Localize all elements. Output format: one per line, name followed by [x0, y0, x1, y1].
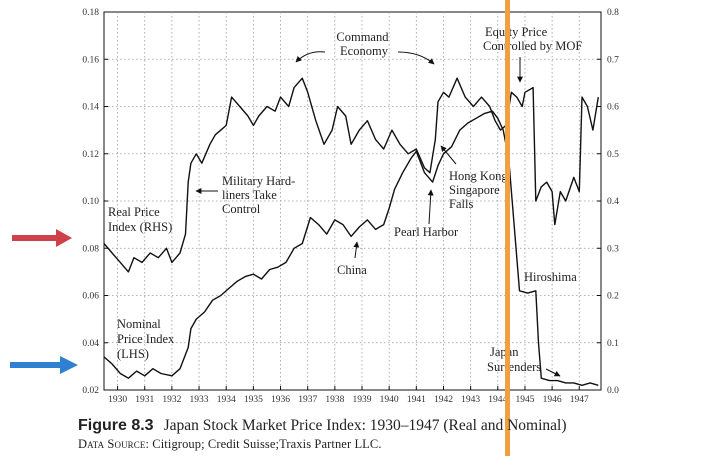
- arrow-japan-surrenders: [545, 368, 561, 377]
- y-right-tick-label: 0.2: [607, 292, 619, 302]
- x-tick-label: 1940: [380, 395, 399, 405]
- y-left-tick-label: 0.16: [82, 55, 99, 65]
- annotation-nominal-price-index: Nominal Price Index (LHS): [117, 317, 177, 361]
- y-right-tick-label: 0.5: [607, 150, 619, 160]
- figure-label: Figure 8.3: [78, 417, 154, 434]
- x-tick-label: 1947: [570, 395, 589, 405]
- x-tick-label: 1936: [271, 395, 290, 405]
- annotation-japan-surrenders: Japan Surrenders: [487, 345, 541, 374]
- y-axis-right: 0.0 0.1 0.2 0.3 0.4 0.5 0.6 0.7 0.8: [597, 8, 619, 396]
- x-tick-label: 1934: [217, 395, 236, 405]
- annotation-command-economy: Command Economy: [336, 30, 391, 58]
- arrow-china: [353, 241, 360, 259]
- arrow-hong-kong: [440, 145, 457, 165]
- y-left-tick-label: 0.08: [82, 244, 99, 254]
- x-tick-label: 1945: [515, 395, 534, 405]
- y-left-tick-label: 0.18: [82, 8, 99, 18]
- x-tick-label: 1933: [190, 395, 209, 405]
- source-text: Citigroup; Credit Suisse;Traxis Partner …: [152, 437, 382, 451]
- annotation-arrows: [195, 51, 561, 377]
- arrow-command-economy-left: [295, 51, 326, 63]
- y-left-tick-label: 0.12: [82, 150, 99, 160]
- series-line-nominal-price-index: [103, 110, 599, 386]
- y-left-tick-label: 0.14: [82, 103, 99, 113]
- y-right-tick-label: 0.0: [607, 386, 619, 396]
- annotation-equity-price-mof: Equity Price Controlled by MOF: [483, 25, 582, 53]
- y-right-tick-label: 0.7: [607, 55, 619, 65]
- x-tick-label: 1941: [407, 395, 426, 405]
- y-left-tick-label: 0.10: [82, 197, 99, 207]
- y-left-tick-label: 0.04: [82, 339, 99, 349]
- annotation-military-hardliners: Military Hard- liners Take Control: [222, 174, 298, 216]
- y-right-tick-label: 0.3: [607, 244, 619, 254]
- x-tick-label: 1930: [108, 395, 127, 405]
- annotation-hiroshima: Hiroshima: [524, 270, 577, 284]
- series-line-real-price-index: [103, 77, 599, 273]
- y-right-tick-label: 0.6: [607, 103, 619, 113]
- y-axis-left: 0.02 0.04 0.06 0.08 0.10 0.12 0.14 0.16 0.18: [82, 8, 108, 396]
- orange-vertical-line: [505, 0, 510, 456]
- figure-caption: Figure 8.3 Japan Stock Market Price Index…: [78, 417, 718, 435]
- x-tick-label: 1932: [162, 395, 181, 405]
- annotation-pearl-harbor: Pearl Harbor: [394, 225, 459, 239]
- arrow-pearl-harbor: [427, 189, 434, 225]
- figure-source: Data Source: Citigroup; Credit Suisse;Tr…: [78, 437, 382, 452]
- x-axis: 1930 1931 1932 1933 1934 1935 1936 1937 1938 1939…: [108, 386, 589, 405]
- arrow-command-economy-right: [397, 51, 435, 65]
- y-left-tick-label: 0.06: [82, 292, 99, 302]
- x-tick-label: 1946: [543, 395, 562, 405]
- figure-title: Japan Stock Market Price Index: 1930–194…: [163, 417, 567, 434]
- y-right-tick-label: 0.4: [607, 197, 619, 207]
- annotations: Command Economy Equity Price Controlled …: [108, 25, 582, 374]
- annotation-real-price-index: Real Price Index (RHS): [108, 205, 172, 234]
- x-tick-label: 1942: [434, 395, 453, 405]
- y-right-tick-label: 0.8: [607, 8, 619, 18]
- blue-arrow: [10, 356, 78, 374]
- grid: [104, 12, 601, 390]
- x-tick-label: 1939: [353, 395, 372, 405]
- x-tick-label: 1935: [244, 395, 263, 405]
- x-tick-label: 1937: [298, 395, 317, 405]
- y-right-tick-label: 0.1: [607, 339, 619, 349]
- overlay-markers: [10, 0, 510, 456]
- source-label: Data Source:: [78, 437, 150, 451]
- annotation-hong-kong-singapore: Hong Kong Singapore Falls: [449, 169, 511, 211]
- series-group: [103, 77, 599, 386]
- red-arrow: [12, 229, 72, 247]
- annotation-china: China: [337, 263, 367, 277]
- x-tick-label: 1944: [488, 395, 507, 405]
- y-left-tick-label: 0.02: [82, 386, 99, 396]
- x-tick-label: 1938: [325, 395, 344, 405]
- x-tick-label: 1931: [135, 395, 154, 405]
- x-tick-label: 1943: [461, 395, 480, 405]
